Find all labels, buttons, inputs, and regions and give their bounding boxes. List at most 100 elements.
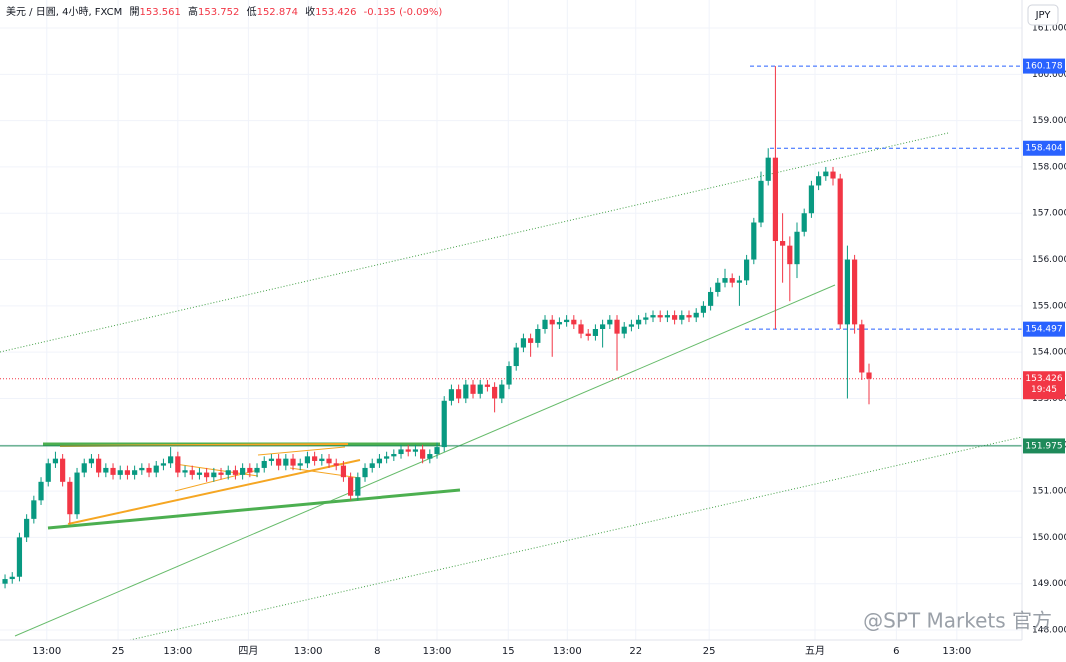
chart-header: 美元 / 日圓, 4小時, FXCM 開153.561 高153.752 低15… — [6, 5, 442, 18]
grid — [0, 0, 1022, 640]
x-tick-label: 13:00 — [32, 646, 61, 657]
candle-body — [456, 389, 462, 399]
candle-body — [132, 470, 138, 475]
candle-body — [477, 384, 483, 394]
candle-body — [823, 171, 829, 177]
x-tick-label: 13:00 — [553, 646, 582, 657]
candle-body — [182, 470, 188, 473]
candle-body — [153, 465, 159, 473]
candle-body — [240, 467, 246, 475]
candle-body — [844, 259, 851, 325]
candle-body — [110, 467, 116, 475]
price-label-box — [1023, 371, 1065, 400]
candle-body — [528, 338, 534, 343]
candle-body — [686, 315, 692, 318]
symbol: 美元 / 日圓, 4小時, FXCM — [6, 5, 122, 18]
candle-body — [463, 384, 469, 399]
candle-body — [117, 470, 123, 475]
ohlc-value: 152.874 — [257, 7, 298, 18]
candle-body — [571, 319, 577, 325]
candle-body — [614, 319, 620, 334]
candle-body — [405, 449, 411, 452]
y-tick-label: 154.000 — [1032, 348, 1066, 358]
x-tick-label: 13:00 — [294, 646, 323, 657]
candle-body — [60, 458, 66, 482]
x-tick-label: 四月 — [238, 645, 258, 657]
ohlc-label: 開 — [129, 6, 139, 18]
candle-body — [225, 470, 231, 475]
candle-body — [664, 315, 671, 318]
triangle-line — [289, 467, 361, 479]
y-tick-label: 155.000 — [1032, 301, 1066, 311]
y-tick-label: 160.000 — [1032, 70, 1066, 80]
x-tick-label: 13:00 — [163, 646, 192, 657]
candle-body — [578, 324, 584, 334]
x-tick-label: 25 — [703, 646, 716, 657]
currency[interactable]: JPY — [1035, 10, 1052, 21]
ohlc-value: 153.426 — [315, 7, 356, 18]
change: -0.135 (-0.09%) — [364, 7, 443, 18]
candle-body — [434, 447, 440, 455]
candle-body — [189, 470, 195, 475]
candle-body — [765, 157, 771, 181]
candle-body — [52, 458, 59, 464]
currency-button[interactable] — [1027, 4, 1059, 26]
candle-body — [780, 241, 786, 246]
candle-body — [657, 315, 663, 318]
candle-body — [38, 481, 44, 501]
candle-body — [268, 458, 275, 461]
candle-body — [535, 329, 541, 343]
candle-body — [348, 477, 354, 496]
x-tick-label: 13:00 — [942, 646, 971, 657]
x-tick-label: 6 — [893, 646, 899, 657]
candle-body — [391, 454, 397, 457]
candle-body — [355, 477, 361, 496]
candle-body — [160, 463, 167, 466]
candle-body — [484, 384, 491, 387]
x-tick-label: 8 — [374, 646, 380, 657]
candle-body — [679, 315, 685, 320]
candle-body — [794, 231, 800, 265]
candle-body — [16, 537, 23, 577]
candle-body — [751, 222, 757, 260]
candle-body — [837, 178, 843, 325]
ohlc-label: 高 — [188, 5, 198, 18]
candle-body — [326, 458, 332, 464]
candle-body — [693, 312, 699, 318]
candle-body — [801, 213, 807, 232]
candle-body — [124, 470, 131, 475]
price-label: 153.426 — [1025, 374, 1062, 384]
candle-body — [549, 319, 555, 325]
candle-body — [319, 458, 325, 461]
axes: 148.000149.000150.000151.000152.000153.0… — [32, 24, 1066, 657]
x-tick-label: 15 — [502, 646, 515, 657]
candle-body — [96, 458, 102, 473]
price-label: 160.178 — [1025, 62, 1062, 72]
candle-body — [859, 324, 865, 373]
candle-body — [340, 465, 347, 478]
candle-body — [499, 384, 505, 399]
candle-body — [31, 500, 37, 519]
candle-body — [592, 329, 599, 336]
candle-body — [722, 278, 728, 283]
y-tick-label: 148.000 — [1032, 625, 1066, 635]
candle-body — [2, 579, 8, 584]
x-tick-label: 25 — [112, 646, 125, 657]
candle-body — [103, 467, 109, 473]
candle-body — [643, 317, 649, 320]
drawings — [0, 132, 1023, 641]
ohlc-label: 收 — [305, 5, 315, 18]
y-tick-label: 158.000 — [1032, 162, 1066, 172]
countdown: 19:45 — [1031, 385, 1057, 395]
price-label-box — [1023, 438, 1065, 454]
y-tick-label: 150.000 — [1032, 533, 1066, 543]
candle-body — [196, 472, 203, 475]
x-tick-label: 22 — [629, 646, 642, 657]
price-label: 158.404 — [1025, 144, 1062, 154]
candle-body — [628, 324, 635, 327]
price-label: 151.975 — [1025, 441, 1062, 451]
